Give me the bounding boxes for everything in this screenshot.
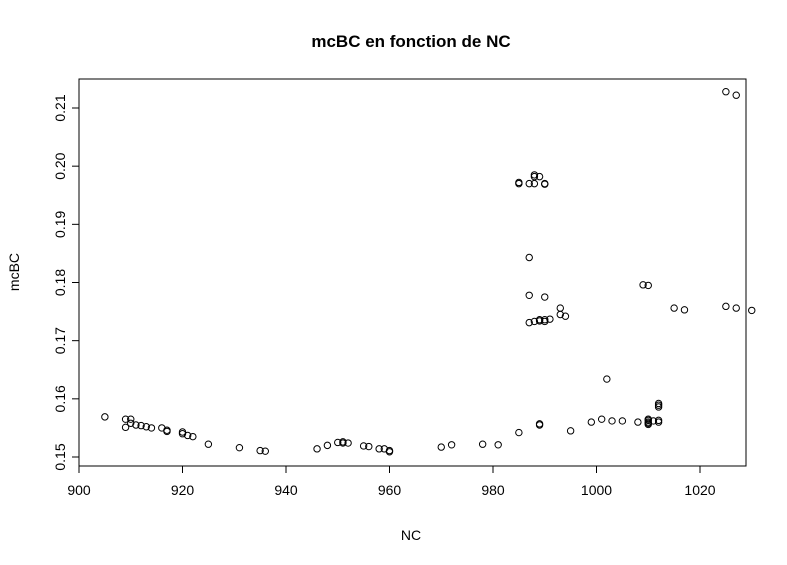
data-point (541, 316, 549, 324)
data-point (147, 424, 156, 432)
x-tick-label: 920 (171, 482, 195, 498)
y-tick-label: 0.21 (52, 94, 68, 121)
data-point (121, 415, 130, 423)
data-point (546, 315, 554, 323)
y-axis-label: mcBC (6, 253, 22, 291)
data-point (634, 418, 642, 426)
data-point (127, 419, 135, 427)
data-point (323, 441, 332, 450)
data-points (101, 88, 756, 456)
data-point (556, 310, 564, 319)
data-point (608, 417, 616, 425)
data-point (137, 421, 145, 430)
data-point (313, 445, 321, 453)
data-point (178, 430, 187, 438)
data-point (644, 281, 652, 290)
data-point (639, 281, 647, 289)
x-tick-label: 980 (481, 482, 505, 498)
data-point (587, 418, 596, 426)
y-axis: 0.15 0.16 0.17 0.18 0.19 0.20 0.21 (52, 94, 80, 471)
data-point (163, 427, 171, 436)
data-point (748, 306, 756, 315)
data-point (189, 432, 197, 441)
data-point (183, 431, 192, 440)
data-point (261, 447, 269, 455)
data-point (680, 306, 689, 314)
plot-frame (78, 78, 747, 467)
data-point (541, 179, 549, 188)
data-point (235, 443, 244, 452)
data-point (732, 304, 740, 312)
data-point (732, 91, 740, 99)
data-point (204, 440, 213, 448)
data-point (385, 448, 394, 456)
y-tick-label: 0.16 (52, 385, 68, 412)
x-tick-label: 960 (378, 482, 402, 498)
data-point (132, 421, 140, 429)
data-point (127, 415, 135, 423)
y-tick-label: 0.17 (52, 327, 68, 354)
data-point (654, 399, 663, 408)
data-point (437, 443, 445, 451)
y-tick-label: 0.15 (52, 443, 68, 470)
data-point (535, 172, 544, 181)
data-point (556, 304, 564, 312)
data-point (535, 316, 544, 324)
data-point (561, 312, 570, 320)
data-point (515, 428, 523, 437)
data-point (344, 439, 352, 447)
data-point (256, 446, 264, 455)
chart-title: mcBC en fonction de NC (311, 32, 510, 51)
data-point (525, 291, 533, 299)
data-point (478, 440, 487, 448)
data-point (525, 253, 533, 262)
x-tick-label: 900 (67, 482, 91, 498)
x-tick-label: 1000 (581, 482, 612, 498)
data-point (530, 171, 539, 179)
x-axis: 900 920 940 960 980 1000 1020 (67, 465, 716, 498)
data-point (649, 417, 658, 425)
data-point (365, 442, 373, 451)
data-point (339, 438, 347, 446)
data-point (525, 179, 533, 188)
data-point (530, 179, 539, 188)
y-tick-label: 0.19 (52, 210, 68, 237)
data-point (618, 417, 627, 425)
data-point (101, 413, 109, 421)
x-axis-label: NC (401, 527, 421, 543)
data-point (654, 416, 663, 425)
data-point (142, 423, 150, 431)
x-tick-label: 1020 (684, 482, 715, 498)
data-point (535, 420, 544, 428)
data-point (530, 317, 539, 326)
y-tick-label: 0.20 (52, 152, 68, 179)
data-point (670, 304, 678, 312)
data-point (597, 415, 606, 423)
data-point (541, 293, 549, 301)
data-point (566, 427, 575, 435)
data-point (375, 445, 383, 453)
data-point (334, 438, 342, 447)
data-point (722, 302, 730, 311)
data-point (447, 441, 456, 449)
data-point (644, 415, 652, 423)
data-point (494, 441, 502, 449)
data-point (525, 318, 533, 327)
data-point (603, 375, 611, 383)
data-point (515, 178, 523, 187)
x-tick-label: 940 (274, 482, 298, 498)
data-point (359, 442, 368, 450)
y-tick-label: 0.18 (52, 269, 68, 296)
data-point (722, 88, 730, 96)
data-point (121, 423, 130, 432)
